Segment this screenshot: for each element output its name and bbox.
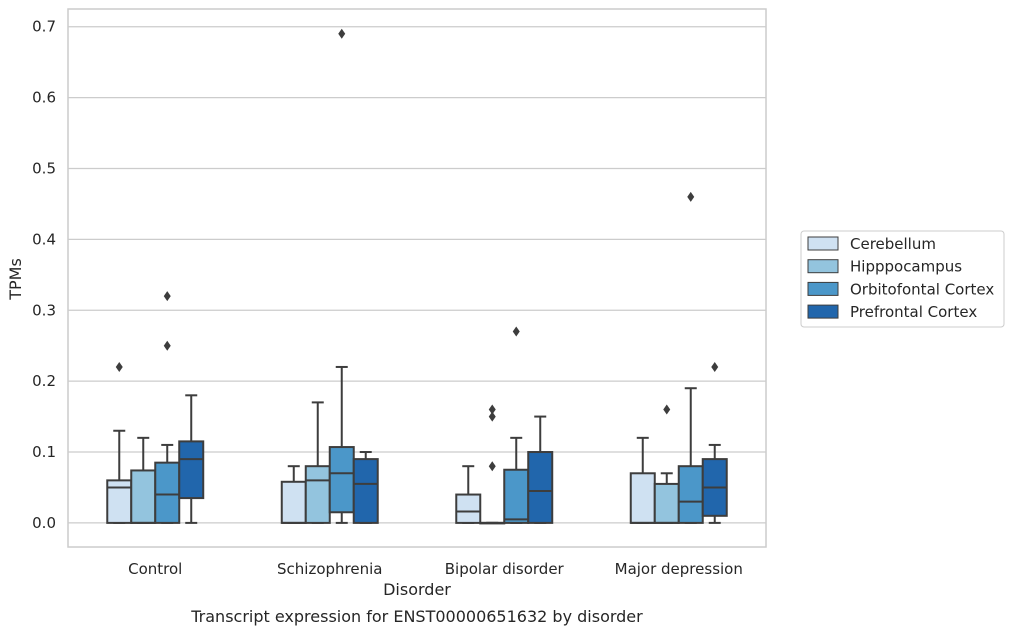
box-iqr (328, 446, 355, 514)
x-tick-label: Bipolar disorder (445, 560, 565, 578)
box-group (653, 404, 680, 524)
box-group (629, 436, 656, 524)
outlier-point (488, 411, 496, 422)
x-tick-labels: Control Schizophrenia Bipolar disorder Majo… (128, 560, 743, 578)
outlier-point (488, 461, 496, 472)
box-group (503, 326, 530, 524)
x-tick-label: Schizophrenia (277, 560, 382, 578)
legend-label: Cerebellum (850, 235, 936, 253)
outlier-point (663, 404, 671, 415)
legend-frame (800, 230, 1005, 328)
y-tick-labels: 0.0 0.1 0.2 0.3 0.4 0.5 0.6 0.7 (32, 18, 56, 532)
box-group (455, 465, 482, 524)
outlier-point (163, 291, 171, 302)
box-iqr (280, 480, 307, 524)
legend-item: Prefrontal Cortex (807, 303, 977, 321)
legend-label: Orbitofontal Cortex (850, 280, 994, 298)
box-group (154, 291, 181, 524)
outlier-point (711, 361, 719, 372)
box-groups (106, 28, 728, 525)
box-iqr (154, 461, 181, 524)
y-tick-label: 0.7 (32, 18, 56, 36)
y-tick-label: 0.6 (32, 89, 56, 107)
box-group (178, 394, 205, 524)
plot-area-frame (67, 8, 767, 548)
box-iqr (178, 440, 205, 500)
box-iqr (304, 465, 331, 524)
y-tick-label: 0.3 (32, 301, 56, 319)
box-group (479, 404, 506, 525)
outlier-point (163, 340, 171, 351)
outlier-point (488, 404, 496, 415)
outlier-point (338, 28, 346, 39)
box-iqr (629, 472, 656, 524)
box-group (328, 28, 355, 524)
y-tick-label: 0.1 (32, 443, 56, 461)
legend: Cerebellum Hipppocampus Orbitofontal Corte… (800, 230, 1005, 328)
legend-swatch (807, 236, 839, 251)
legend-swatch (807, 259, 839, 274)
box-iqr (455, 493, 482, 524)
box-iqr (352, 458, 379, 524)
box-group (130, 436, 157, 524)
outlier-point (512, 326, 520, 337)
box-iqr (653, 482, 680, 524)
legend-item: Orbitofontal Cortex (807, 280, 994, 298)
x-tick-label: Control (128, 560, 182, 578)
box-iqr (503, 468, 530, 524)
box-group (304, 401, 331, 524)
box-group (106, 361, 133, 524)
x-tick-label: Major depression (615, 560, 743, 578)
box-group (352, 451, 379, 524)
legend-label: Hipppocampus (850, 258, 962, 276)
chart-caption: Transcript expression for ENST0000065163… (190, 607, 643, 626)
legend-swatch (807, 304, 839, 319)
legend-label: Prefrontal Cortex (850, 303, 977, 321)
box-group (701, 361, 728, 524)
outlier-point (115, 361, 123, 372)
box-group (280, 465, 307, 524)
box-iqr (527, 451, 554, 524)
y-tick-label: 0.5 (32, 159, 56, 177)
legend-item: Hipppocampus (807, 258, 962, 276)
legend-item: Cerebellum (807, 235, 936, 253)
x-axis-label: Disorder (383, 580, 451, 599)
y-tick-label: 0.2 (32, 372, 56, 390)
y-tick-label: 0.0 (32, 514, 56, 532)
box-group (527, 415, 554, 524)
legend-swatch (807, 281, 839, 296)
y-axis-label: TPMs (6, 258, 25, 301)
grid-lines (68, 26, 766, 524)
box-iqr (130, 469, 157, 524)
y-tick-label: 0.4 (32, 230, 56, 248)
box-group (677, 191, 704, 524)
outlier-point (687, 191, 695, 202)
box-iqr (677, 465, 704, 524)
